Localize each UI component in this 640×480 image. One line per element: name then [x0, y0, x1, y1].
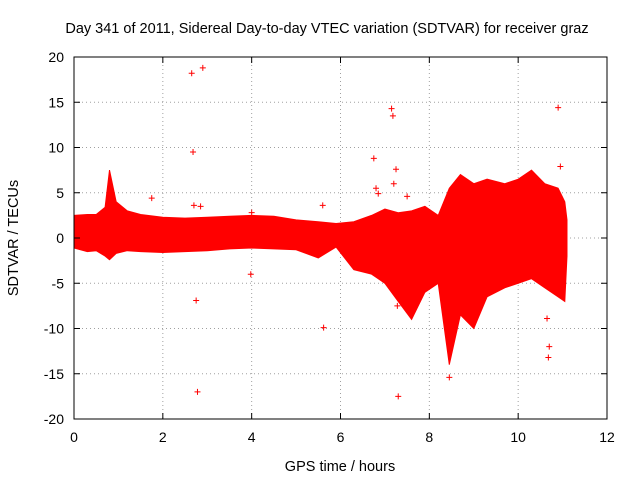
data-point-marker	[319, 202, 326, 209]
y-tick-label: 0	[56, 230, 64, 246]
data-point-marker	[394, 302, 401, 309]
y-tick-label: 15	[48, 94, 64, 110]
data-point-marker	[395, 393, 402, 400]
data-point-marker	[544, 315, 551, 322]
data-point-marker	[390, 180, 397, 187]
data-point-marker	[197, 203, 204, 210]
data-point-marker	[190, 202, 197, 209]
data-point-marker	[388, 105, 395, 112]
x-tick-label: 6	[337, 429, 345, 445]
y-tick-label: -10	[44, 321, 64, 337]
x-tick-label: 0	[70, 429, 78, 445]
x-tick-label: 10	[510, 429, 526, 445]
x-tick-label: 12	[599, 429, 615, 445]
data-point-marker	[545, 354, 552, 361]
data-point-marker	[190, 149, 197, 156]
data-point-marker	[393, 166, 400, 173]
data-point-marker	[375, 190, 382, 197]
x-tick-label: 2	[159, 429, 167, 445]
data-point-marker	[193, 297, 200, 304]
data-point-marker	[389, 112, 396, 119]
x-tick-label: 8	[425, 429, 433, 445]
plot-series	[73, 64, 568, 400]
y-tick-label: -20	[44, 411, 64, 427]
data-point-marker	[546, 343, 553, 350]
sdtvar-data-band	[73, 169, 568, 365]
data-point-marker	[557, 163, 564, 170]
data-point-marker	[404, 193, 411, 200]
x-axis-label: GPS time / hours	[285, 459, 395, 475]
x-tick-label: 4	[248, 429, 256, 445]
y-tick-label: 10	[48, 140, 64, 156]
chart-title: Day 341 of 2011, Sidereal Day-to-day VTE…	[65, 21, 588, 37]
data-point-marker	[199, 64, 206, 71]
y-tick-label: 5	[56, 185, 64, 201]
data-point-marker	[555, 104, 562, 111]
data-point-marker	[373, 185, 380, 192]
y-tick-label: -5	[52, 275, 65, 291]
data-point-marker	[248, 209, 255, 216]
data-point-marker	[370, 155, 377, 162]
data-point-marker	[194, 388, 201, 395]
y-tick-label: -15	[44, 366, 64, 382]
data-point-marker	[320, 324, 327, 331]
y-axis-label: SDTVAR / TECUs	[6, 180, 22, 296]
data-point-marker	[148, 195, 155, 202]
data-point-marker	[446, 374, 453, 381]
data-point-marker	[247, 271, 254, 278]
axis-ticks: 0 2 4 6 8 10 12 -20 -15 -10 -5 0 5 10 15 20	[44, 49, 615, 445]
y-tick-label: 20	[48, 49, 64, 65]
data-point-marker	[188, 70, 195, 77]
